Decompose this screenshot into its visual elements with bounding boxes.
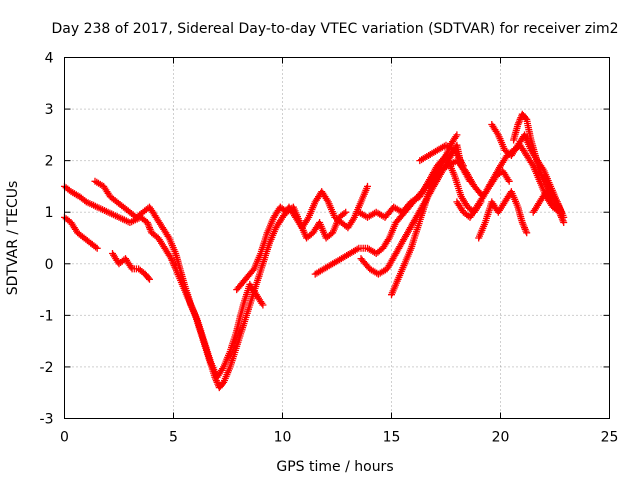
data-point-marker	[364, 182, 371, 190]
x-tick-label: 20	[492, 430, 510, 446]
data-point-marker	[466, 177, 474, 185]
y-tick-label: -3	[40, 412, 54, 428]
plot-frame	[64, 57, 610, 419]
data-point-marker	[146, 275, 153, 283]
series-track-3	[91, 177, 267, 381]
y-tick-label: -1	[40, 308, 54, 324]
x-tick-label: 25	[601, 430, 619, 446]
y-tick-label: 2	[45, 154, 54, 170]
data-series	[61, 110, 568, 392]
y-tick-label: 0	[45, 257, 54, 273]
series-track-1	[61, 182, 371, 392]
chart-title: Day 238 of 2017, Sidereal Day-to-day VTE…	[52, 21, 619, 37]
series-track-9	[388, 131, 461, 299]
data-point-marker	[453, 131, 461, 139]
data-point-marker	[92, 243, 100, 251]
data-point-marker	[522, 114, 530, 122]
series-track-6	[311, 141, 563, 278]
y-tick-label: 3	[45, 102, 54, 118]
series-track-14	[453, 167, 513, 221]
y-axis-label: SDTVAR / TECUs	[5, 181, 21, 296]
y-tick-label: 4	[45, 51, 54, 67]
data-point-marker	[523, 229, 531, 237]
grid-lines	[64, 57, 610, 419]
x-tick-label: 10	[274, 430, 292, 446]
series-track-4	[109, 250, 153, 283]
series-track-2	[61, 213, 101, 252]
data-point-marker	[505, 177, 513, 185]
y-tick-label: 1	[45, 205, 54, 221]
x-tick-label: 15	[383, 430, 401, 446]
data-point-marker	[340, 210, 348, 217]
series-track-13	[475, 188, 531, 242]
x-axis-label: GPS time / hours	[276, 459, 393, 475]
axes: 0 5 10 15 20 25 -3 -2 -1 0 1 2 3 4	[40, 51, 619, 446]
series-track-15	[529, 188, 568, 226]
x-tick-label: 0	[60, 430, 69, 446]
data-point-marker	[560, 219, 568, 226]
data-point-marker	[342, 208, 350, 216]
data-point-marker	[459, 162, 467, 170]
data-point-marker	[93, 244, 101, 252]
y-tick-label: -2	[40, 360, 54, 376]
data-point-marker	[144, 274, 152, 282]
series-track-10	[416, 141, 467, 170]
x-tick-label: 5	[169, 430, 178, 446]
data-point-marker	[259, 301, 267, 309]
series-track-5	[233, 203, 350, 294]
